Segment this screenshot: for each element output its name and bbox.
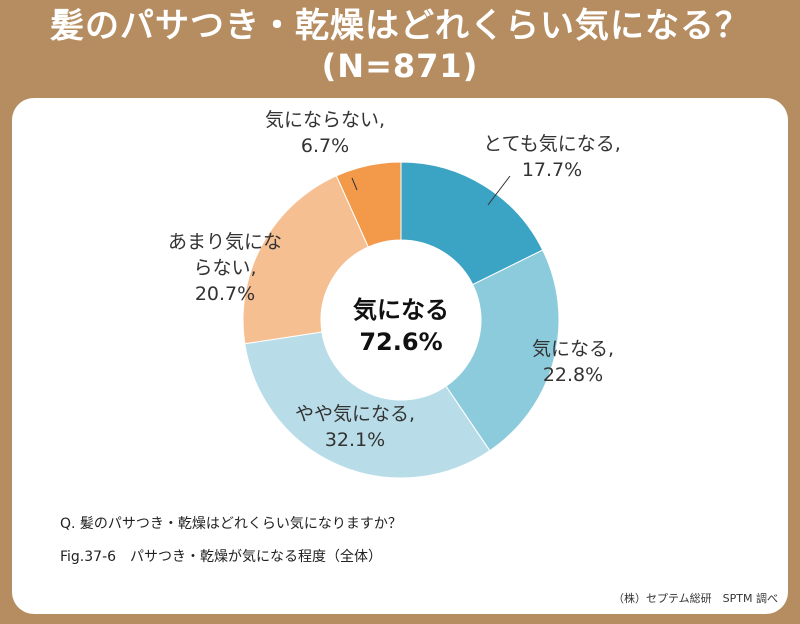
slice-label: 32.1% [325,429,385,451]
slice-label: やや気になる, [295,403,415,425]
donut-slice [445,249,560,452]
slice-label: あまり気にな [168,231,282,253]
center-label-text: 72.6% [359,328,442,356]
slice-label: 17.7% [522,159,582,181]
slice-labels: とても気になる, 17.7% 気になる, 22.8% やや気になる, 32.1% あまり気に… [168,109,621,451]
slice-label: 20.7% [195,283,255,305]
center-label-text: 気になる [353,296,449,324]
leader-line [351,177,358,191]
center-label: 気になる 72.6% [353,296,449,356]
slice-label: 6.7% [301,135,349,157]
donut-slice [400,161,544,286]
donut-slice [242,175,369,345]
donut-slices [242,161,560,479]
title-main: 髪のパサつき・乾燥はどれくらい気になる？ [50,6,750,46]
slice-label: 22.8% [543,364,603,386]
figure-caption: Fig.37-6 パサつき・乾燥が気になる程度（全体） [60,549,383,565]
chart-title: 髪のパサつき・乾燥はどれくらい気になる？ (N=871) [0,4,800,84]
leader-line [487,175,511,206]
donut-slice [244,331,491,479]
question-text: Q. 髪のパサつき・乾燥はどれくらい気になりますか？ [60,516,402,532]
title-sample-size: (N=871) [321,47,479,85]
donut-slice [335,161,402,248]
slice-label: 気になる, [532,338,614,360]
slice-label: らない, [193,257,256,279]
source-credit: （株）セプテム総研 SPTM 調べ [613,592,778,605]
slice-label: 気にならない, [265,109,385,131]
slice-label: とても気になる, [483,133,621,155]
leader-lines [351,175,511,206]
